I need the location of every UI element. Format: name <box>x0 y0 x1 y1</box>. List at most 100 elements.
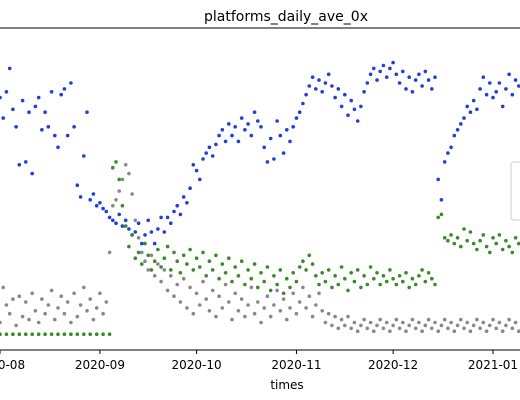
data-point <box>455 128 460 132</box>
data-point <box>471 323 476 328</box>
data-point <box>101 206 105 211</box>
data-point <box>449 320 453 325</box>
data-point <box>104 300 109 304</box>
data-point <box>362 90 366 94</box>
data-point <box>504 87 508 91</box>
data-point <box>278 133 283 138</box>
data-point <box>140 262 144 266</box>
data-point <box>165 215 170 220</box>
data-point <box>388 329 392 334</box>
data-point <box>413 326 418 331</box>
data-point <box>420 329 424 334</box>
data-point <box>294 116 299 120</box>
data-point <box>481 320 486 325</box>
data-point <box>243 314 247 319</box>
data-point <box>24 160 28 164</box>
data-point <box>384 75 389 79</box>
data-point <box>343 323 347 328</box>
data-point <box>239 259 244 264</box>
data-point <box>120 177 125 182</box>
data-point <box>94 203 99 208</box>
data-point <box>465 320 470 325</box>
data-point <box>7 66 12 71</box>
data-point <box>136 221 141 225</box>
data-point <box>510 250 515 255</box>
data-point <box>91 192 96 196</box>
data-point <box>362 317 366 322</box>
data-point <box>162 268 167 272</box>
data-point <box>307 84 312 88</box>
data-point <box>140 250 144 255</box>
data-point <box>265 160 270 164</box>
x-axis: 2020-08 2020-09 2020-10 2020-11 2020-12 2021-… <box>0 350 518 372</box>
data-point <box>36 320 41 325</box>
data-point <box>239 116 244 120</box>
data-point <box>1 116 5 120</box>
data-point <box>0 320 2 325</box>
data-point <box>285 317 289 322</box>
data-point <box>169 274 173 278</box>
data-point <box>43 110 47 114</box>
data-point <box>53 317 57 322</box>
legend-box <box>510 161 520 221</box>
data-point <box>236 309 241 313</box>
data-point <box>252 262 257 266</box>
data-point <box>114 160 118 164</box>
data-point <box>446 326 450 331</box>
data-point <box>401 320 405 325</box>
data-point <box>462 326 466 331</box>
data-point <box>56 306 60 310</box>
data-point <box>365 282 370 287</box>
data-point <box>349 326 354 331</box>
data-point <box>65 300 70 304</box>
data-point <box>236 139 241 144</box>
data-point <box>111 218 115 223</box>
data-point <box>188 247 192 252</box>
data-point <box>410 317 415 322</box>
data-point <box>191 268 196 272</box>
data-point <box>249 285 254 290</box>
data-point <box>446 151 450 155</box>
data-point <box>233 291 237 296</box>
data-point <box>320 90 325 94</box>
data-point <box>56 332 60 337</box>
data-point <box>452 241 457 246</box>
data-point <box>194 256 199 261</box>
data-point <box>459 317 463 322</box>
data-point <box>381 63 386 68</box>
data-point <box>204 151 208 155</box>
data-point <box>294 279 299 284</box>
data-point <box>252 311 257 316</box>
data-point <box>4 303 9 307</box>
data-point <box>336 87 341 91</box>
data-point <box>391 323 395 328</box>
data-point <box>24 332 28 337</box>
data-point <box>239 297 244 301</box>
data-point <box>430 326 434 331</box>
data-point <box>272 157 276 161</box>
data-point <box>204 297 208 301</box>
data-point <box>491 236 495 240</box>
data-point <box>223 282 228 287</box>
data-point <box>281 151 286 155</box>
data-point <box>310 262 315 266</box>
data-point <box>436 177 441 182</box>
data-point <box>152 274 157 278</box>
data-point <box>320 271 325 275</box>
data-point <box>210 268 215 272</box>
data-point <box>343 276 347 281</box>
x-axis-label: times <box>270 378 303 392</box>
data-point <box>49 332 54 337</box>
data-point <box>159 215 163 220</box>
data-point <box>114 198 118 202</box>
data-point <box>268 314 273 319</box>
data-point <box>59 294 63 299</box>
data-point <box>323 81 328 85</box>
data-point <box>314 303 318 307</box>
data-point <box>433 282 437 287</box>
data-point <box>343 92 347 97</box>
data-point <box>120 224 125 228</box>
data-point <box>423 279 428 284</box>
data-point <box>297 300 302 304</box>
data-point <box>207 259 212 264</box>
